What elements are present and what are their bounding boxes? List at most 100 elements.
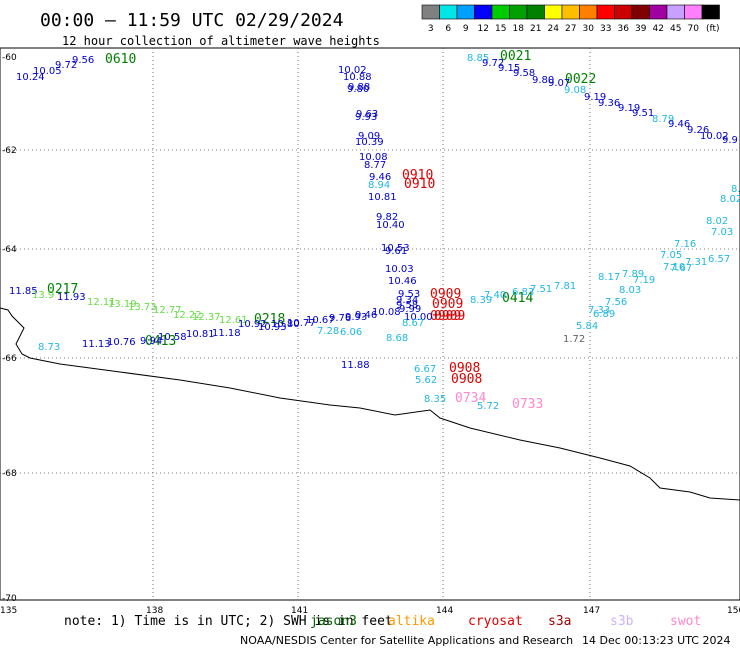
wave-height-label: 9.19 [618, 103, 640, 114]
wave-height-label: 7.03 [711, 227, 733, 238]
wave-height-label: 11.93 [57, 292, 86, 303]
wave-height-label: 10.02 [338, 65, 367, 76]
wave-height-label: 10.92 [238, 319, 267, 330]
satellite-name-s3b: s3b [610, 614, 634, 629]
lat-tick-label: -64 [2, 245, 17, 255]
wave-height-label: 9.72 [55, 60, 77, 71]
wave-height-label: 10.03 [385, 264, 414, 275]
legend-swatch [491, 4, 510, 20]
lat-tick-label: -66 [2, 354, 17, 364]
wave-height-label: 9.58 [396, 300, 418, 311]
wave-height-label: 7.51 [530, 284, 552, 295]
legend-label: 42 [653, 24, 664, 34]
wave-height-label: 7.31 [685, 257, 707, 268]
wave-height-label: 10.93 [258, 322, 287, 333]
wave-height-label: 9.53 [398, 289, 420, 300]
wave-height-label: 8.39 [470, 295, 492, 306]
wave-height-label: 8.35 [424, 394, 446, 405]
wave-height-label: 7.28 [317, 326, 339, 337]
legend-swatch [456, 4, 475, 20]
wave-height-label: 10.24 [16, 72, 45, 83]
satellite-name-altika: altika [388, 614, 435, 629]
legend-label: 30 [583, 24, 595, 34]
wave-height-label: 10.81 [186, 329, 215, 340]
wave-height-label: 8.85 [467, 53, 489, 64]
pass-time-label: 0414 [502, 291, 533, 306]
wave-height-label: 10.88 [343, 72, 372, 83]
legend-swatch [684, 4, 703, 20]
plot-frame [0, 47, 740, 601]
wave-height-label: 8.03 [619, 285, 641, 296]
legend-swatch [439, 4, 458, 20]
legend-label: 36 [618, 24, 630, 34]
wave-height-label: 8.17 [598, 272, 620, 283]
legend-label: 24 [548, 24, 560, 34]
wave-height-label: 11.88 [341, 360, 370, 371]
wave-height-label: 9.88 [348, 82, 370, 93]
wave-height-label: 11.85 [9, 286, 38, 297]
wave-height-label: 6.06 [340, 327, 362, 338]
antarctic-coastline [0, 307, 740, 501]
wave-height-label: 8.77 [364, 160, 386, 171]
legend-label: 70 [688, 24, 700, 34]
wave-height-label: 10.08 [359, 152, 388, 163]
wave-height-label: 12.37 [192, 312, 221, 323]
wave-height-label: 8. [731, 184, 740, 195]
legend-label: 6 [445, 24, 451, 34]
lon-tick-label: 138 [146, 606, 163, 616]
pass-time-label: 0910 [404, 177, 435, 192]
wave-height-label: 10.05 [33, 66, 62, 77]
lat-tick-label: -62 [2, 146, 17, 156]
pass-time-label: 0909 [432, 297, 463, 312]
legend-label: 21 [530, 24, 541, 34]
legend-label: 9 [463, 24, 469, 34]
wave-height-label: 10.02 [700, 131, 729, 142]
legend-swatch [509, 4, 528, 20]
wave-height-label: 9.94 [140, 336, 162, 347]
wave-height-label: 8.67 [402, 318, 424, 329]
wave-height-label: 9.51 [632, 108, 654, 119]
legend-swatch [596, 4, 615, 20]
lat-tick-label: -68 [2, 469, 17, 479]
legend-label: 12 [478, 24, 489, 34]
pass-time-label: 0021 [500, 49, 531, 64]
wave-height-label: 7.89 [622, 269, 644, 280]
wave-height-label: 10.08 [372, 307, 401, 318]
wave-height-label: 10.53 [381, 243, 410, 254]
wave-height-label: 10.67 [306, 315, 335, 326]
wave-height-label: 9.9 [722, 135, 738, 146]
wave-height-label: 9.80 [532, 75, 554, 86]
map-subtitle: 12 hour collection of altimeter wave hei… [62, 34, 380, 48]
pass-time-label: 0909 [430, 287, 461, 302]
pass-time-label: 0610 [105, 52, 136, 67]
credit-text: NOAA/NESDIS Center for Satellite Applica… [240, 634, 573, 647]
wave-height-label: 12.11 [87, 297, 116, 308]
wave-height-label: 9.09 [358, 131, 380, 142]
legend-label: 45 [670, 24, 681, 34]
legend-label: 18 [513, 24, 525, 34]
wave-height-label: 9.93 [355, 112, 377, 123]
legend-swatch [649, 4, 668, 20]
legend-swatch [701, 4, 720, 20]
wave-height-label: 9.07 [548, 78, 570, 89]
lon-tick-label: 144 [436, 606, 453, 616]
wave-height-label: 9.19 [584, 92, 606, 103]
satellite-legend: jason3 altika cryosat s3a s3b swot [310, 614, 701, 629]
wave-height-label: 8.79 [652, 114, 674, 125]
legend-swatch [544, 4, 563, 20]
wave-height-label: 11.18 [212, 328, 241, 339]
wave-height-label: 7.67 [670, 263, 692, 274]
pass-time-label: 0218 [254, 312, 285, 327]
legend-swatch [561, 4, 580, 20]
legend-swatch [526, 4, 545, 20]
wave-height-label: 7.56 [605, 297, 627, 308]
wave-height-label: 13.9 [32, 290, 54, 301]
wave-height-label: 9.15 [498, 63, 520, 74]
wave-height-label: 7.81 [554, 281, 576, 292]
wave-height-label: 9.82 [376, 212, 398, 223]
lon-tick-label: 147 [583, 606, 600, 616]
wave-height-label: 9.36 [598, 98, 620, 109]
pass-time-label: 0022 [565, 72, 596, 87]
